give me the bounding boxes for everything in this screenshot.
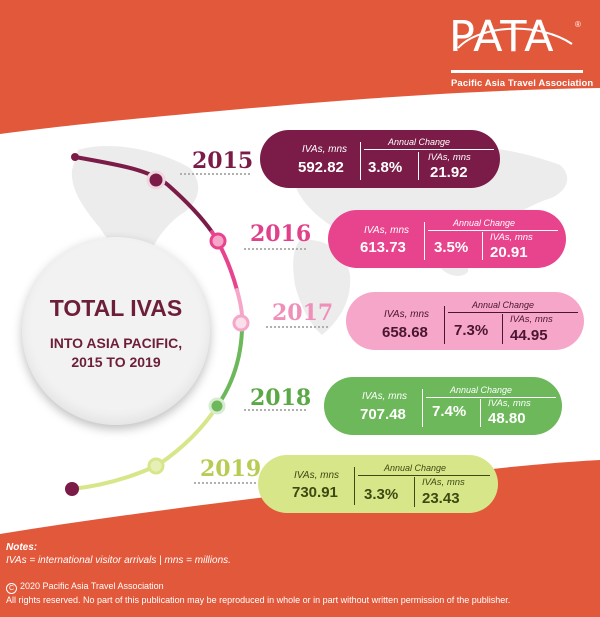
ivas-change-value: 44.95 xyxy=(510,327,548,344)
ivas-label: IVAs, mns xyxy=(384,309,430,320)
ivas-change-value: 20.91 xyxy=(490,244,528,261)
year-label-2015: 2015 xyxy=(192,148,254,174)
divider xyxy=(444,306,445,344)
ivas-change-label: IVAs, mns xyxy=(488,398,531,409)
annual-change-label: Annual Change xyxy=(453,218,516,228)
timeline-node-2018 xyxy=(208,397,226,415)
top-orange-band xyxy=(0,0,600,134)
ivas-label: IVAs, mns xyxy=(302,144,348,155)
divider xyxy=(414,477,415,507)
logo-underline xyxy=(451,70,583,73)
divider xyxy=(354,467,355,505)
stat-pill-2019: IVAs, mns 730.91 Annual Change 3.3% IVAs… xyxy=(258,455,498,513)
copyright-line-2: All rights reserved. No part of this pub… xyxy=(6,595,511,605)
stat-pill-2015: IVAs, mns 592.82 Annual Change 3.8% IVAs… xyxy=(260,130,500,188)
annual-underline xyxy=(448,312,578,313)
annual-change-label: Annual Change xyxy=(384,463,447,473)
ivas-value: 592.82 xyxy=(298,159,344,176)
ivas-label: IVAs, mns xyxy=(294,470,340,481)
annual-change-percent: 3.8% xyxy=(368,159,403,176)
arc-segment-2018 xyxy=(216,328,244,407)
timeline-end-dot xyxy=(65,482,79,496)
subtitle-line-2: 2015 TO 2019 xyxy=(71,354,161,370)
arc-segment-2015 xyxy=(73,155,214,234)
ivas-change-value: 23.43 xyxy=(422,490,460,507)
year-label-2019: 2019 xyxy=(200,456,262,482)
divider xyxy=(360,142,361,180)
divider xyxy=(502,314,503,344)
timeline-start-dot xyxy=(71,153,79,161)
stat-pill-2018: IVAs, mns 707.48 Annual Change 7.4% IVAs… xyxy=(324,377,562,435)
annual-change-percent: 7.3% xyxy=(454,322,489,339)
ivas-label: IVAs, mns xyxy=(362,391,408,402)
divider xyxy=(418,152,419,180)
annual-change-percent: 7.4% xyxy=(432,403,467,420)
annual-underline xyxy=(364,149,494,150)
registered-mark: ® xyxy=(575,20,581,29)
annual-underline xyxy=(358,475,490,476)
copyright-icon: C xyxy=(6,583,17,594)
divider xyxy=(480,399,481,427)
divider xyxy=(424,222,425,260)
notes-heading: Notes: xyxy=(6,542,38,553)
annual-change-label: Annual Change xyxy=(388,137,451,147)
ivas-change-value: 48.80 xyxy=(488,410,526,427)
ivas-value: 707.48 xyxy=(360,406,406,423)
annual-change-percent: 3.5% xyxy=(434,239,469,256)
annual-change-percent: 3.3% xyxy=(364,486,399,503)
copyright: C 2020 Pacific Asia Travel Association Al… xyxy=(6,580,510,606)
divider xyxy=(422,389,423,427)
subtitle-line-1: INTO ASIA PACIFIC, xyxy=(49,335,183,351)
stat-pill-2017: IVAs, mns 658.68 Annual Change 7.3% IVAs… xyxy=(346,292,584,350)
timeline-arc xyxy=(65,153,250,496)
stat-pill-2016: IVAs, mns 613.73 Annual Change 3.5% IVAs… xyxy=(328,210,566,268)
ivas-label: IVAs, mns xyxy=(364,225,410,236)
ivas-change-label: IVAs, mns xyxy=(428,152,471,163)
ivas-change-label: IVAs, mns xyxy=(422,477,465,488)
ivas-change-label: IVAs, mns xyxy=(510,314,553,325)
pata-logo-arch xyxy=(457,27,573,49)
title-circle: TOTAL IVAS INTO ASIA PACIFIC, 2015 TO 20… xyxy=(22,237,210,425)
timeline-node-2015 xyxy=(146,170,166,190)
annual-change-label: Annual Change xyxy=(450,385,513,395)
year-label-2017: 2017 xyxy=(272,300,334,326)
infographic-subtitle: INTO ASIA PACIFIC, 2015 TO 2019 xyxy=(22,334,210,372)
ivas-value: 730.91 xyxy=(292,484,338,501)
year-label-2018: 2018 xyxy=(250,385,312,411)
timeline-node-2016 xyxy=(209,232,227,250)
notes: Notes: IVAs = international visitor arri… xyxy=(6,541,231,567)
ivas-change-value: 21.92 xyxy=(430,164,468,181)
ivas-value: 613.73 xyxy=(360,239,406,256)
annual-underline xyxy=(426,397,556,398)
copyright-line-1: 2020 Pacific Asia Travel Association xyxy=(20,581,164,591)
logo-tagline: Pacific Asia Travel Association xyxy=(451,78,594,89)
pata-logo-text: PATA xyxy=(449,12,555,62)
timeline-node-2019 xyxy=(147,457,165,475)
year-underlines xyxy=(180,173,330,484)
divider xyxy=(482,232,483,260)
year-label-2016: 2016 xyxy=(250,221,312,247)
timeline-node-2017 xyxy=(232,314,250,332)
ivas-change-label: IVAs, mns xyxy=(490,232,533,243)
annual-change-label: Annual Change xyxy=(472,300,535,310)
annual-underline xyxy=(428,230,558,231)
ivas-value: 658.68 xyxy=(382,324,428,341)
notes-text: IVAs = international visitor arrivals | … xyxy=(6,555,231,566)
infographic-title: TOTAL IVAS xyxy=(49,295,183,321)
